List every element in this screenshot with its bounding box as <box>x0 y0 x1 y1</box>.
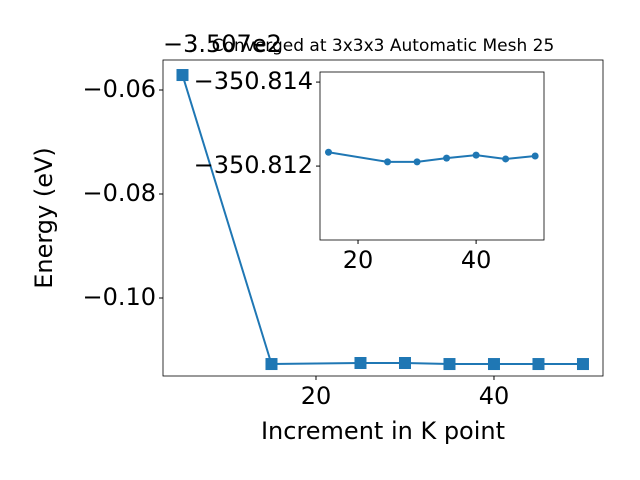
marker <box>354 357 367 370</box>
x-tick-label: 40 <box>461 246 492 274</box>
marker <box>576 358 589 371</box>
y-tick-label: −0.06 <box>82 75 156 103</box>
marker <box>443 154 451 162</box>
marker <box>472 151 480 159</box>
marker <box>413 158 421 166</box>
y-tick-label: −350.812 <box>194 151 313 179</box>
x-axis-label: Increment in K point <box>261 417 505 445</box>
y-offset-text: −3.507e2 <box>163 30 282 58</box>
marker <box>325 148 333 156</box>
marker <box>443 358 456 371</box>
marker <box>487 358 500 371</box>
marker <box>176 69 189 82</box>
y-tick-label: −0.08 <box>82 179 156 207</box>
y-axis-label: Energy (eV) <box>30 147 58 289</box>
x-tick-label: 20 <box>343 246 374 274</box>
marker <box>384 158 392 166</box>
marker <box>502 155 510 163</box>
x-tick-label: 40 <box>479 382 510 410</box>
marker <box>532 358 545 371</box>
x-tick-label: 20 <box>301 382 332 410</box>
y-tick-label: −350.814 <box>194 67 313 95</box>
series-line <box>181 74 583 366</box>
chart-title: Converged at 3x3x3 Automatic Mesh 25 <box>212 36 555 56</box>
marker <box>398 357 411 370</box>
marker <box>531 152 539 160</box>
marker <box>265 358 278 371</box>
y-tick-label: −0.10 <box>82 283 156 311</box>
